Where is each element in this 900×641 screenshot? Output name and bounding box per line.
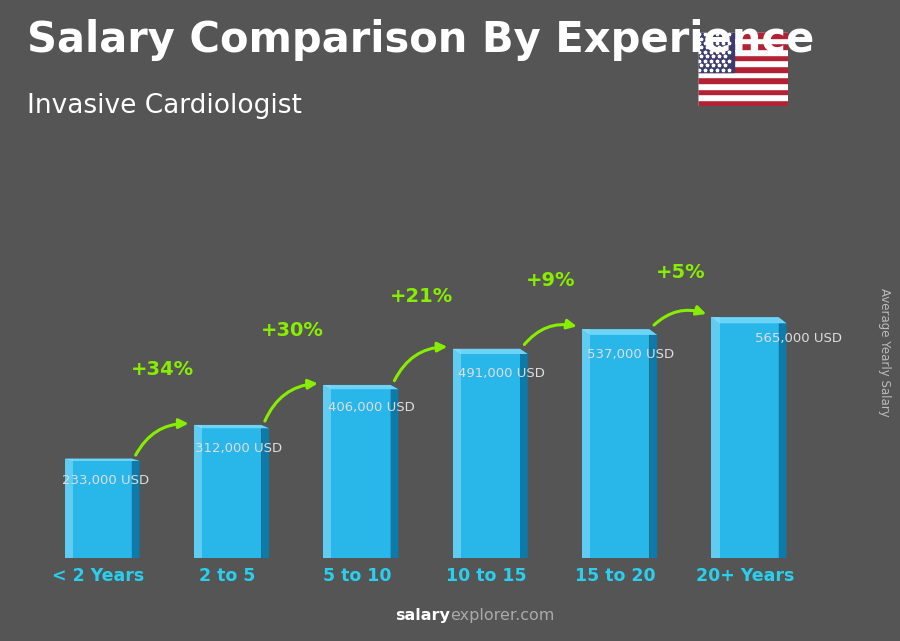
- Text: +21%: +21%: [390, 287, 454, 306]
- Text: 20+ Years: 20+ Years: [696, 567, 795, 585]
- Text: 5 to 10: 5 to 10: [323, 567, 392, 585]
- Polygon shape: [712, 317, 778, 558]
- Polygon shape: [453, 349, 520, 558]
- Text: 2 to 5: 2 to 5: [200, 567, 256, 585]
- Polygon shape: [65, 458, 73, 558]
- Polygon shape: [712, 317, 720, 558]
- Polygon shape: [323, 385, 331, 558]
- Text: +30%: +30%: [261, 321, 324, 340]
- Text: 491,000 USD: 491,000 USD: [458, 367, 544, 380]
- Bar: [698, 32, 733, 72]
- Text: +9%: +9%: [526, 271, 576, 290]
- Polygon shape: [453, 349, 461, 558]
- Polygon shape: [650, 329, 657, 563]
- Polygon shape: [194, 425, 202, 558]
- Text: 10 to 15: 10 to 15: [446, 567, 526, 585]
- Polygon shape: [261, 425, 269, 561]
- Text: Invasive Cardiologist: Invasive Cardiologist: [27, 93, 302, 119]
- Polygon shape: [520, 349, 527, 563]
- Text: explorer.com: explorer.com: [450, 608, 554, 623]
- Polygon shape: [131, 458, 140, 560]
- Bar: [698, 49, 788, 54]
- Polygon shape: [582, 329, 590, 558]
- Text: 406,000 USD: 406,000 USD: [328, 401, 415, 414]
- Polygon shape: [582, 329, 657, 335]
- Polygon shape: [391, 385, 399, 562]
- Text: Average Yearly Salary: Average Yearly Salary: [878, 288, 890, 417]
- Polygon shape: [323, 385, 399, 389]
- Text: salary: salary: [395, 608, 450, 623]
- Bar: [698, 54, 788, 60]
- Polygon shape: [65, 458, 131, 558]
- Text: 312,000 USD: 312,000 USD: [195, 442, 283, 455]
- Polygon shape: [778, 317, 787, 563]
- Polygon shape: [194, 425, 269, 428]
- Text: < 2 Years: < 2 Years: [52, 567, 144, 585]
- Polygon shape: [712, 317, 787, 323]
- Bar: [698, 66, 788, 72]
- Bar: [698, 83, 788, 88]
- Bar: [698, 100, 788, 106]
- Bar: [698, 38, 788, 44]
- Text: Salary Comparison By Experience: Salary Comparison By Experience: [27, 19, 814, 62]
- Text: 565,000 USD: 565,000 USD: [755, 333, 842, 345]
- Polygon shape: [194, 425, 261, 558]
- Bar: [698, 60, 788, 66]
- Bar: [698, 72, 788, 78]
- Polygon shape: [582, 329, 650, 558]
- Bar: [698, 78, 788, 83]
- Text: 233,000 USD: 233,000 USD: [62, 474, 149, 487]
- Text: +5%: +5%: [655, 263, 706, 283]
- Polygon shape: [323, 385, 391, 558]
- Bar: [698, 88, 788, 94]
- Polygon shape: [65, 458, 140, 461]
- Text: +34%: +34%: [131, 360, 194, 379]
- Bar: [698, 44, 788, 49]
- Polygon shape: [453, 349, 527, 354]
- Text: 537,000 USD: 537,000 USD: [588, 348, 674, 361]
- Text: 15 to 20: 15 to 20: [575, 567, 656, 585]
- Bar: [698, 32, 788, 38]
- Bar: [698, 94, 788, 100]
